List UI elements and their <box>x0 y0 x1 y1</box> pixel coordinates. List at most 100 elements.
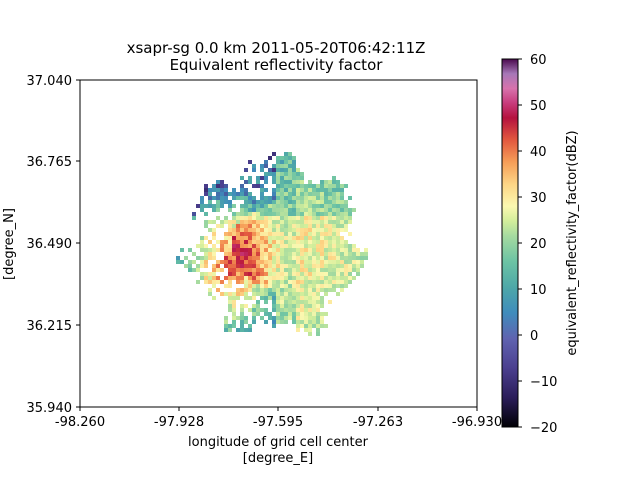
radar-cell <box>328 200 332 204</box>
radar-cell <box>248 256 252 260</box>
radar-cell <box>192 268 196 272</box>
radar-cell <box>252 212 256 216</box>
radar-cell <box>300 268 304 272</box>
radar-cell <box>268 264 272 268</box>
radar-cell <box>220 268 224 272</box>
radar-cell <box>244 212 248 216</box>
radar-cell <box>216 204 220 208</box>
radar-cell <box>248 280 252 284</box>
radar-cell <box>228 324 232 328</box>
radar-cell <box>316 260 320 264</box>
radar-cell <box>228 308 232 312</box>
radar-cell <box>308 248 312 252</box>
radar-cell <box>332 208 336 212</box>
radar-cell <box>252 196 256 200</box>
radar-cell <box>240 212 244 216</box>
radar-cell <box>224 192 228 196</box>
radar-cell <box>280 320 284 324</box>
radar-cell <box>312 236 316 240</box>
radar-cell <box>312 232 316 236</box>
radar-cell <box>292 272 296 276</box>
radar-cell <box>292 180 296 184</box>
radar-cell <box>264 212 268 216</box>
radar-cell <box>256 260 260 264</box>
radar-cell <box>304 228 308 232</box>
radar-cell <box>216 196 220 200</box>
radar-cell <box>308 292 312 296</box>
radar-cell <box>300 324 304 328</box>
radar-cell <box>244 188 248 192</box>
radar-cell <box>328 288 332 292</box>
radar-cell <box>280 216 284 220</box>
colorbar-tick-label: 30 <box>530 191 547 206</box>
radar-cell <box>316 224 320 228</box>
radar-cell <box>248 276 252 280</box>
radar-cell <box>288 300 292 304</box>
radar-cell <box>240 264 244 268</box>
radar-cell <box>304 316 308 320</box>
radar-cell <box>324 268 328 272</box>
radar-cell <box>176 260 180 264</box>
radar-cell <box>268 224 272 228</box>
radar-cell <box>256 256 260 260</box>
radar-cell <box>200 240 204 244</box>
radar-cell <box>344 252 348 256</box>
radar-cell <box>296 224 300 228</box>
radar-cell <box>312 216 316 220</box>
radar-cell <box>284 180 288 184</box>
radar-cell <box>244 208 248 212</box>
radar-cell <box>268 196 272 200</box>
radar-cell <box>212 256 216 260</box>
radar-cell <box>264 252 268 256</box>
radar-cell <box>208 252 212 256</box>
radar-cell <box>212 236 216 240</box>
radar-cell <box>308 316 312 320</box>
radar-cell <box>328 196 332 200</box>
radar-cell <box>292 204 296 208</box>
radar-cell <box>304 328 308 332</box>
radar-cell <box>344 200 348 204</box>
radar-cell <box>316 268 320 272</box>
radar-cell <box>212 276 216 280</box>
radar-cell <box>288 292 292 296</box>
radar-cell <box>320 200 324 204</box>
radar-cell <box>272 260 276 264</box>
radar-cell <box>352 248 356 252</box>
radar-cell <box>308 304 312 308</box>
radar-cell <box>328 252 332 256</box>
radar-cell <box>320 280 324 284</box>
radar-cell <box>280 236 284 240</box>
radar-cell <box>220 280 224 284</box>
radar-cell <box>288 240 292 244</box>
radar-cell <box>300 192 304 196</box>
radar-cell <box>300 288 304 292</box>
radar-cell <box>244 252 248 256</box>
radar-cell <box>320 204 324 208</box>
radar-cell <box>204 204 208 208</box>
radar-cell <box>324 252 328 256</box>
radar-cell <box>276 208 280 212</box>
radar-cell <box>244 220 248 224</box>
radar-cell <box>300 304 304 308</box>
radar-cell <box>312 212 316 216</box>
radar-cell <box>300 204 304 208</box>
radar-cell <box>312 220 316 224</box>
radar-cell <box>332 216 336 220</box>
radar-cell <box>300 252 304 256</box>
radar-cell <box>336 248 340 252</box>
radar-cell <box>252 304 256 308</box>
radar-cell <box>256 304 260 308</box>
radar-cell <box>216 224 220 228</box>
radar-cell <box>312 224 316 228</box>
radar-cell <box>272 304 276 308</box>
radar-cell <box>276 284 280 288</box>
radar-cell <box>328 240 332 244</box>
radar-cell <box>224 316 228 320</box>
radar-cell <box>236 232 240 236</box>
radar-cell <box>232 264 236 268</box>
radar-cell <box>220 248 224 252</box>
radar-cell <box>348 212 352 216</box>
colorbar-tick-label: 50 <box>530 99 547 114</box>
radar-cell <box>316 296 320 300</box>
radar-cell <box>256 300 260 304</box>
